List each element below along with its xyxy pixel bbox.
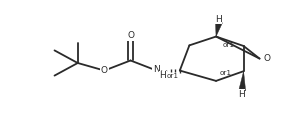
Text: or1: or1 [166,73,178,79]
Text: H: H [238,90,245,99]
Text: H: H [160,71,166,80]
Polygon shape [215,23,222,37]
Polygon shape [239,71,246,91]
Text: H: H [215,15,222,24]
Text: N: N [153,65,160,74]
Text: O: O [127,31,134,40]
Text: O: O [101,66,108,75]
Text: or1: or1 [220,70,232,76]
Text: O: O [263,54,270,63]
Text: or1: or1 [223,42,235,48]
